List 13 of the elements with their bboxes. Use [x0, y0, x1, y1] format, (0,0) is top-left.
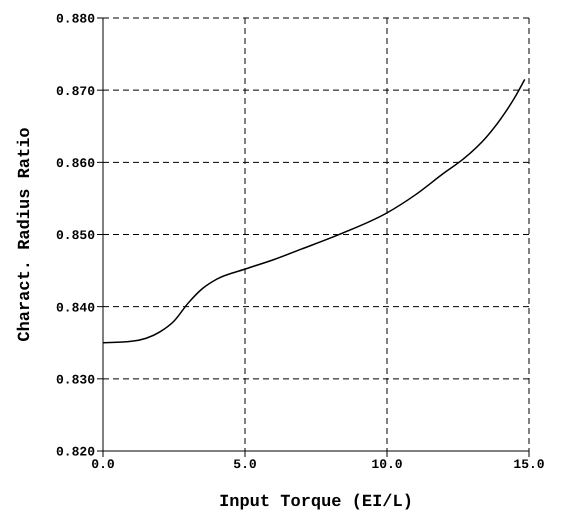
y-tick-label: 0.880	[56, 12, 96, 27]
y-tick-label: 0.830	[56, 372, 96, 388]
y-axis-title: Charact. Radius Ratio	[16, 127, 36, 342]
y-tick-label: 0.820	[56, 444, 96, 460]
y-tick-label: 0.850	[56, 228, 96, 244]
x-tick-label: 0.0	[91, 457, 115, 472]
y-tick-label: 0.840	[56, 300, 96, 316]
y-tick-label: 0.870	[56, 84, 96, 99]
x-tick-label: 10.0	[371, 457, 403, 472]
x-tick-label: 15.0	[513, 457, 545, 472]
x-axis-title: Input Torque (EI/L)	[219, 493, 413, 512]
x-tick-label: 5.0	[233, 457, 257, 472]
y-tick-label: 0.860	[56, 156, 96, 171]
